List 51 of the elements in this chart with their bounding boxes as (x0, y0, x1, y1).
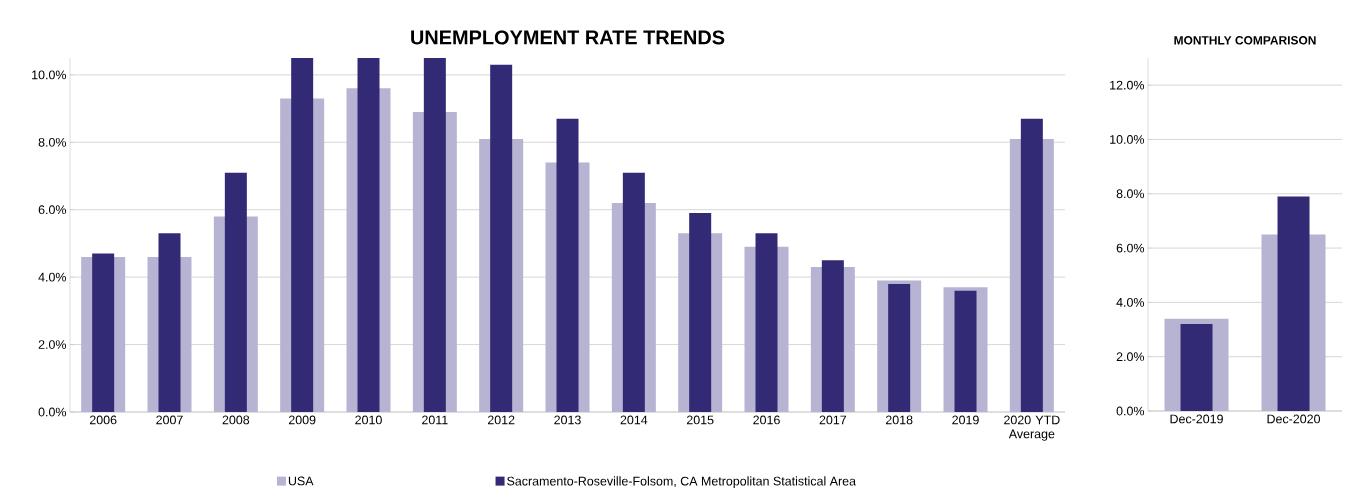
y-tick-label: 8.0% (1116, 189, 1145, 199)
bar (689, 213, 712, 412)
y-tick-label: 0.0% (38, 407, 67, 417)
y-tick-label: 2.0% (1116, 352, 1145, 362)
bar (1020, 118, 1043, 412)
y-tick-label: 6.0% (1116, 243, 1145, 253)
bar (556, 118, 579, 412)
bar (755, 233, 778, 412)
bar (1277, 196, 1310, 411)
chart-title: MONTHLY COMPARISON (1174, 36, 1316, 45)
x-tick-label: 2008 (222, 415, 250, 425)
x-tick-label: 2020 YTD Average (1004, 415, 1060, 441)
y-tick-label: 6.0% (38, 205, 67, 215)
chart-title: UNEMPLOYMENT RATE TRENDS (411, 30, 725, 45)
bar (158, 233, 181, 412)
y-tick-label: 12.0% (1110, 80, 1145, 90)
x-tick-label: 2007 (156, 415, 183, 425)
x-tick-label: 2010 (355, 415, 382, 425)
y-tick-label: 10.0% (32, 70, 67, 80)
bar (357, 58, 380, 412)
bar (490, 64, 513, 412)
x-tick-label: 2015 (686, 415, 714, 425)
x-tick-label: 2011 (422, 415, 448, 425)
x-tick-label: Dec-2019 (1170, 414, 1223, 424)
x-tick-label: 2014 (620, 415, 648, 425)
x-tick-label: 2013 (554, 415, 581, 425)
x-tick-label: 2019 (952, 415, 979, 425)
x-tick-label: 2017 (819, 415, 847, 425)
legend-label: Sacramento-Roseville-Folsom, CA Metropolitan Statistical Area (507, 476, 856, 488)
bar (291, 58, 314, 412)
y-tick-label: 2.0% (38, 340, 67, 349)
y-tick-label: 4.0% (1116, 297, 1145, 307)
bar (224, 172, 247, 412)
x-tick-label: 2012 (487, 415, 515, 425)
y-tick-label: 4.0% (38, 272, 67, 282)
y-tick-label: 0.0% (1116, 406, 1145, 416)
y-tick-label: 8.0% (38, 137, 67, 147)
bar (954, 290, 977, 412)
bar (821, 260, 844, 412)
x-tick-label: 2016 (753, 415, 780, 425)
legend-label: USA (288, 476, 314, 486)
bar (1180, 324, 1213, 411)
x-tick-label: 2018 (885, 415, 913, 425)
x-tick-label: 2006 (89, 415, 117, 425)
x-tick-label: 2009 (288, 415, 316, 425)
bar (92, 253, 115, 412)
y-tick-label: 10.0% (1110, 135, 1145, 144)
bar (423, 58, 446, 412)
bar (622, 172, 645, 412)
bar (888, 283, 911, 412)
x-tick-label: Dec-2020 (1267, 414, 1321, 424)
